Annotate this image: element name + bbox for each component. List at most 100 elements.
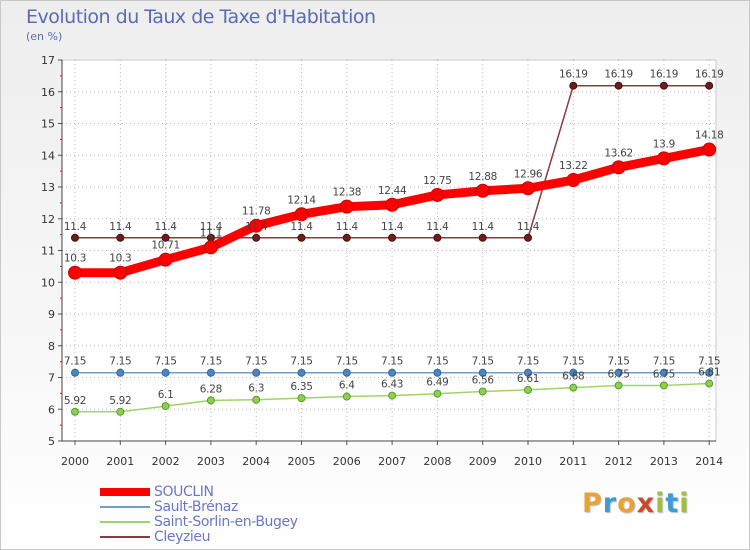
logo-letter: i — [679, 488, 690, 519]
data-point — [569, 383, 578, 392]
logo-letter: t — [665, 488, 680, 519]
data-point — [203, 240, 218, 255]
y-tick-label: 16 — [41, 86, 55, 99]
data-label: 12.88 — [468, 171, 497, 183]
data-point — [521, 181, 535, 196]
data-point — [614, 81, 623, 90]
data-point — [388, 391, 397, 400]
y-tick-label: 17 — [41, 54, 55, 67]
data-point — [252, 368, 261, 377]
x-tick-label: 2010 — [514, 455, 542, 468]
y-tick-label: 5 — [48, 435, 55, 448]
data-label: 11.4 — [472, 221, 495, 233]
data-label: 16.19 — [650, 69, 679, 81]
data-label: 12.14 — [287, 194, 316, 206]
y-tick-label: 9 — [48, 308, 55, 321]
y-tick-label: 6 — [48, 403, 55, 416]
data-label: 5.92 — [64, 395, 86, 407]
data-point — [524, 368, 532, 377]
data-label: 6.49 — [426, 377, 448, 389]
data-point — [206, 368, 215, 377]
data-label: 7.15 — [155, 356, 177, 368]
data-point — [659, 381, 668, 390]
legend-label: Cleyzieu — [154, 528, 211, 545]
data-label: 11.4 — [381, 221, 404, 233]
data-label: 16.19 — [695, 69, 724, 81]
data-label: 12.38 — [333, 187, 362, 199]
proxiti-logo: Proxiti — [582, 488, 690, 519]
data-label: 11.4 — [517, 221, 540, 233]
data-label: 6.61 — [517, 373, 539, 385]
legend-item: Sault-Brénaz — [100, 499, 298, 515]
x-tick-label: 2008 — [423, 455, 451, 468]
data-label: 11.4 — [64, 221, 87, 233]
data-point — [161, 402, 170, 411]
data-point — [116, 368, 125, 377]
data-label: 6.4 — [339, 380, 355, 392]
chart-subtitle: (en %) — [26, 30, 63, 43]
data-point — [430, 187, 445, 202]
data-point — [659, 368, 668, 377]
logo-letter: o — [617, 488, 637, 519]
data-point — [433, 233, 442, 242]
legend-item: SOUCLIN — [100, 483, 298, 500]
data-label: 12.75 — [423, 175, 452, 187]
x-tick-label: 2011 — [559, 455, 587, 468]
data-label: 6.28 — [200, 383, 222, 395]
data-point — [566, 173, 581, 188]
legend-label: SOUCLIN — [154, 483, 214, 500]
y-tick-label: 11 — [41, 245, 55, 258]
data-point — [68, 265, 82, 280]
data-point — [569, 368, 578, 377]
data-point — [342, 392, 351, 401]
data-point — [614, 381, 623, 390]
x-tick-label: 2001 — [106, 455, 134, 468]
data-label: 6.1 — [158, 389, 174, 401]
legend-swatch — [100, 520, 150, 523]
data-label: 10.3 — [109, 253, 131, 265]
data-point — [342, 233, 351, 242]
y-tick-label: 14 — [41, 149, 55, 162]
data-label: 7.15 — [245, 356, 267, 368]
data-label: 7.15 — [517, 356, 539, 368]
data-point — [475, 183, 490, 198]
legend-item: Cleyzieu — [100, 528, 298, 545]
data-label: 6.75 — [653, 368, 675, 380]
x-tick-label: 2007 — [378, 455, 406, 468]
data-label: 11.4 — [109, 221, 132, 233]
data-point — [705, 81, 714, 90]
data-point — [656, 151, 671, 166]
data-label: 11.78 — [242, 206, 271, 218]
data-point — [385, 197, 400, 212]
data-point — [342, 368, 351, 377]
data-point — [297, 233, 306, 242]
y-tick-label: 13 — [41, 181, 55, 194]
y-tick-label: 12 — [41, 213, 55, 226]
x-tick-label: 2012 — [605, 455, 633, 468]
data-label: 7.15 — [64, 356, 86, 368]
y-tick-label: 15 — [41, 118, 55, 131]
data-label: 6.81 — [698, 367, 720, 379]
x-tick-label: 2002 — [152, 455, 180, 468]
data-label: 6.56 — [472, 374, 495, 386]
legend-item: Saint-Sorlin-en-Bugey — [100, 513, 298, 530]
data-point — [659, 81, 668, 90]
data-label: 7.15 — [381, 356, 403, 368]
data-label: 7.15 — [109, 356, 131, 368]
legend-label: Saint-Sorlin-en-Bugey — [154, 513, 298, 530]
data-point — [524, 233, 532, 242]
data-label: 7.15 — [562, 356, 584, 368]
data-point — [116, 407, 125, 416]
data-point — [388, 233, 397, 242]
data-label: 7.15 — [200, 356, 222, 368]
data-point — [252, 395, 261, 404]
data-point — [339, 199, 354, 214]
data-label: 6.68 — [562, 371, 584, 383]
data-label: 12.96 — [514, 168, 543, 180]
data-point — [252, 233, 261, 242]
x-tick-label: 2003 — [197, 455, 225, 468]
data-point — [705, 368, 714, 377]
data-label: 7.15 — [336, 356, 358, 368]
data-label: 12.44 — [378, 185, 407, 197]
